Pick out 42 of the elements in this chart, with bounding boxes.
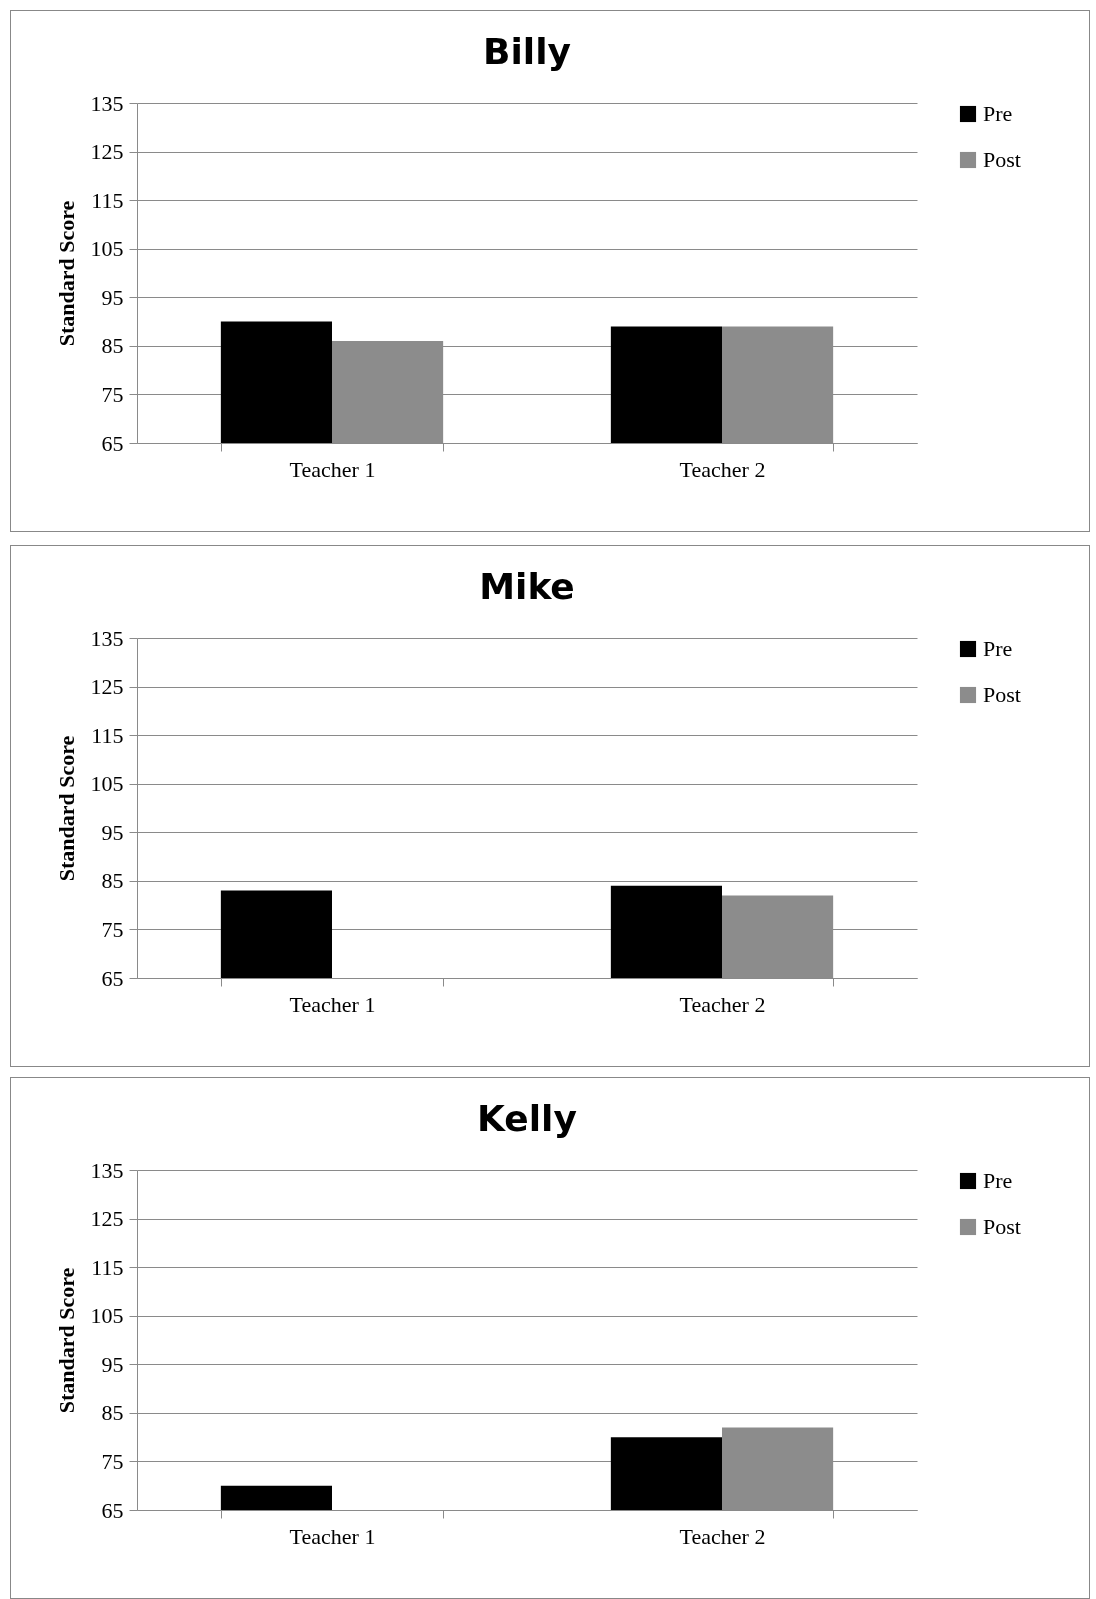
- y-tick-label: 135: [90, 625, 124, 651]
- legend-label: Post: [983, 147, 1021, 172]
- legend-label: Post: [983, 682, 1021, 707]
- y-tick-label: 95: [101, 284, 124, 310]
- y-tick-label: 75: [101, 381, 124, 407]
- y-tick-label: 85: [101, 868, 124, 894]
- y-tick-label: 105: [90, 1303, 124, 1329]
- chart-title: Mike: [479, 566, 575, 607]
- y-tick-label: 65: [101, 965, 124, 991]
- y-axis-title: Standard Score: [53, 200, 79, 347]
- y-tick-label: 115: [91, 187, 124, 213]
- y-tick-label: 95: [101, 819, 124, 845]
- y-tick-label: 85: [101, 1400, 124, 1426]
- y-tick-label: 65: [101, 1497, 124, 1523]
- x-tick-label: Teacher 1: [289, 991, 376, 1017]
- y-tick-label: 125: [90, 674, 124, 700]
- y-axis-title: Standard Score: [53, 735, 79, 882]
- legend-label: Pre: [983, 636, 1013, 661]
- y-tick-label: 115: [91, 722, 124, 748]
- legend-label: Post: [983, 1214, 1021, 1239]
- y-tick-label: 125: [90, 1206, 124, 1232]
- y-tick-label: 105: [90, 236, 124, 262]
- x-tick-label: Teacher 2: [679, 1523, 766, 1549]
- y-tick-label: 105: [90, 771, 124, 797]
- x-tick-label: Teacher 2: [679, 456, 766, 482]
- y-tick-label: 135: [90, 90, 124, 116]
- chart-title: Billy: [483, 31, 571, 72]
- x-tick-label: Teacher 1: [289, 1523, 376, 1549]
- x-tick-label: Teacher 1: [289, 456, 376, 482]
- y-tick-label: 75: [101, 916, 124, 942]
- y-tick-label: 95: [101, 1351, 124, 1377]
- y-axis-title: Standard Score: [53, 1267, 79, 1414]
- legend-label: Pre: [983, 1168, 1013, 1193]
- y-tick-label: 65: [101, 430, 124, 456]
- x-tick-label: Teacher 2: [679, 991, 766, 1017]
- y-tick-label: 75: [101, 1448, 124, 1474]
- y-tick-label: 135: [90, 1157, 124, 1183]
- legend-label: Pre: [983, 101, 1013, 126]
- y-tick-label: 85: [101, 333, 124, 359]
- y-tick-label: 125: [90, 139, 124, 165]
- y-tick-label: 115: [91, 1254, 124, 1280]
- chart-title: Kelly: [477, 1098, 577, 1139]
